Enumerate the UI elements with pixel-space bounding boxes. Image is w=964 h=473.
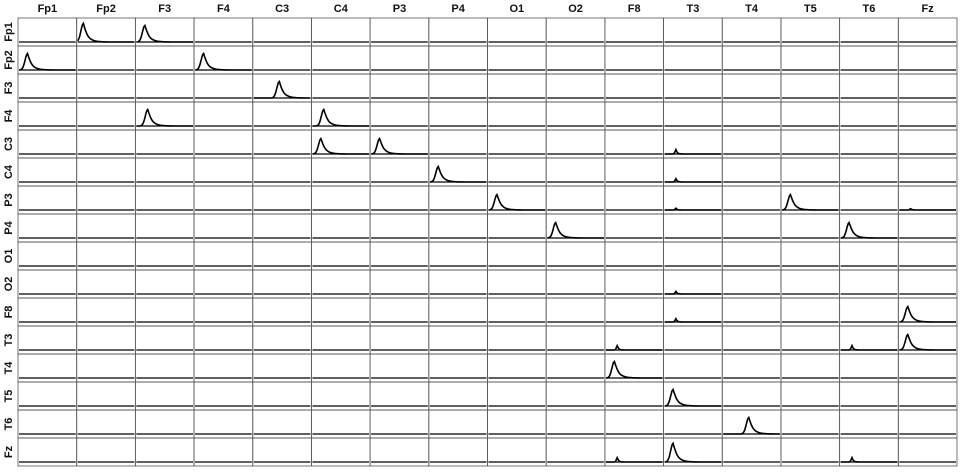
row-label: T6 <box>3 418 15 431</box>
peak-curve <box>253 79 311 99</box>
peak-curve <box>312 107 370 127</box>
peak-curve <box>547 221 604 239</box>
row-label: C4 <box>3 164 15 179</box>
column-label: P3 <box>393 3 406 15</box>
peak-curve <box>723 415 780 435</box>
peak-curve <box>605 359 663 379</box>
peak-curve <box>664 387 722 407</box>
column-label: F4 <box>217 3 231 15</box>
peak-curve <box>136 23 194 43</box>
row-label: F3 <box>3 82 15 95</box>
peak-curve <box>371 137 428 155</box>
peak-curve <box>605 455 663 463</box>
row-label: T3 <box>3 334 15 347</box>
peak-curve <box>899 207 956 211</box>
peak-curve <box>664 207 722 211</box>
row-label: O2 <box>3 277 15 292</box>
peak-curve <box>195 51 252 71</box>
column-label: T4 <box>745 3 759 15</box>
peak-curve <box>899 333 956 351</box>
column-label: F3 <box>158 3 171 15</box>
column-label: O2 <box>568 3 583 15</box>
peak-curve <box>664 290 722 295</box>
peak-curve <box>77 21 135 43</box>
row-label: O1 <box>3 249 15 264</box>
column-label: O1 <box>510 3 525 15</box>
column-label: T3 <box>686 3 699 15</box>
column-label: Fp1 <box>38 3 58 15</box>
row-label: P4 <box>3 220 15 234</box>
row-label: F4 <box>3 109 15 123</box>
column-label: Fz <box>922 3 935 15</box>
row-label: Fz <box>3 445 15 458</box>
column-label: C4 <box>334 3 349 15</box>
column-label: C3 <box>275 3 289 15</box>
peak-curve <box>664 147 722 155</box>
cell <box>897 437 958 467</box>
peak-curve <box>429 165 487 183</box>
column-label: P4 <box>451 3 465 15</box>
row-label: Fp1 <box>3 22 15 42</box>
peak-curve <box>840 221 898 239</box>
column-label: F8 <box>628 3 641 15</box>
peak-curve <box>899 305 956 323</box>
column-label: Fp2 <box>96 3 116 15</box>
column-label: T5 <box>804 3 817 15</box>
peak-curve <box>840 343 898 351</box>
peak-curve <box>664 177 722 183</box>
row-label: Fp2 <box>3 50 15 70</box>
peak-curve <box>605 343 663 351</box>
peak-curve <box>840 455 898 463</box>
peak-curve <box>312 137 370 155</box>
row-label: C3 <box>3 137 15 151</box>
row-label: F8 <box>3 306 15 319</box>
peak-curve <box>488 192 546 211</box>
peak-curve <box>664 441 722 463</box>
column-label: T6 <box>863 3 876 15</box>
row-label: P3 <box>3 193 15 206</box>
peak-curve <box>781 193 839 211</box>
peak-curve <box>136 107 194 127</box>
peak-curve <box>18 51 76 71</box>
peak-curve <box>664 317 722 323</box>
row-label: T4 <box>3 361 15 375</box>
row-label: T5 <box>3 390 15 403</box>
